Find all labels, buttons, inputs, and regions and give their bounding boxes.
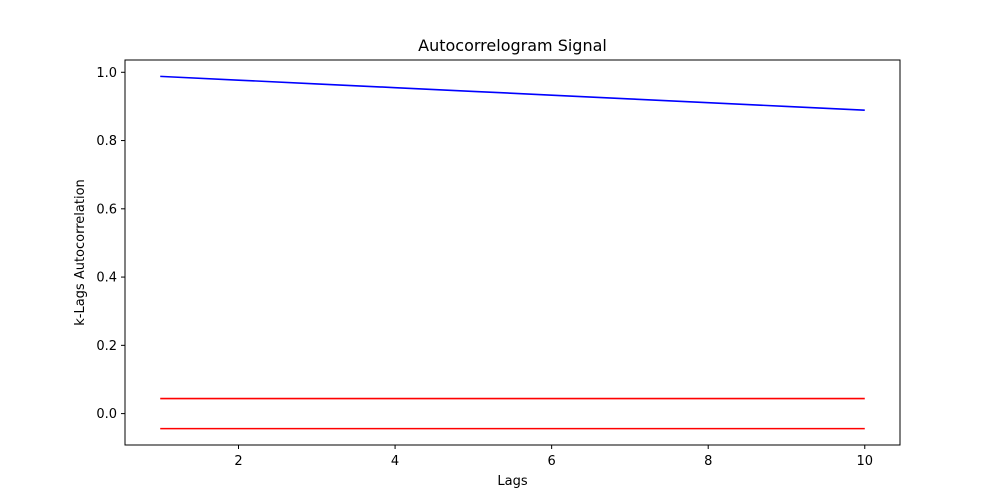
y-axis-label: k-Lags Autocorrelation (73, 179, 88, 326)
plot-frame (124, 59, 901, 446)
series-layer (160, 75, 865, 430)
y-tick-label: 0.2 (96, 339, 117, 354)
x-axis: 2 4 6 8 10 (234, 445, 873, 469)
x-tick-label: 2 (234, 454, 242, 469)
x-tick-label: 6 (548, 454, 556, 469)
y-tick-label: 0.6 (96, 202, 117, 217)
series-line-1 (160, 75, 865, 111)
x-tick-label: 10 (856, 454, 873, 469)
chart-title: Autocorrelogram Signal (418, 36, 607, 55)
y-tick-label: 0.8 (96, 134, 117, 149)
y-tick-label: 0.0 (96, 407, 117, 422)
y-axis: 0.0 0.2 0.4 0.6 0.8 1.0 (96, 66, 125, 422)
x-axis-label: Lags (497, 474, 527, 489)
x-tick-label: 8 (704, 454, 712, 469)
y-tick-label: 1.0 (96, 66, 117, 81)
x-tick-label: 4 (391, 454, 399, 469)
y-tick-label: 0.4 (96, 271, 117, 286)
